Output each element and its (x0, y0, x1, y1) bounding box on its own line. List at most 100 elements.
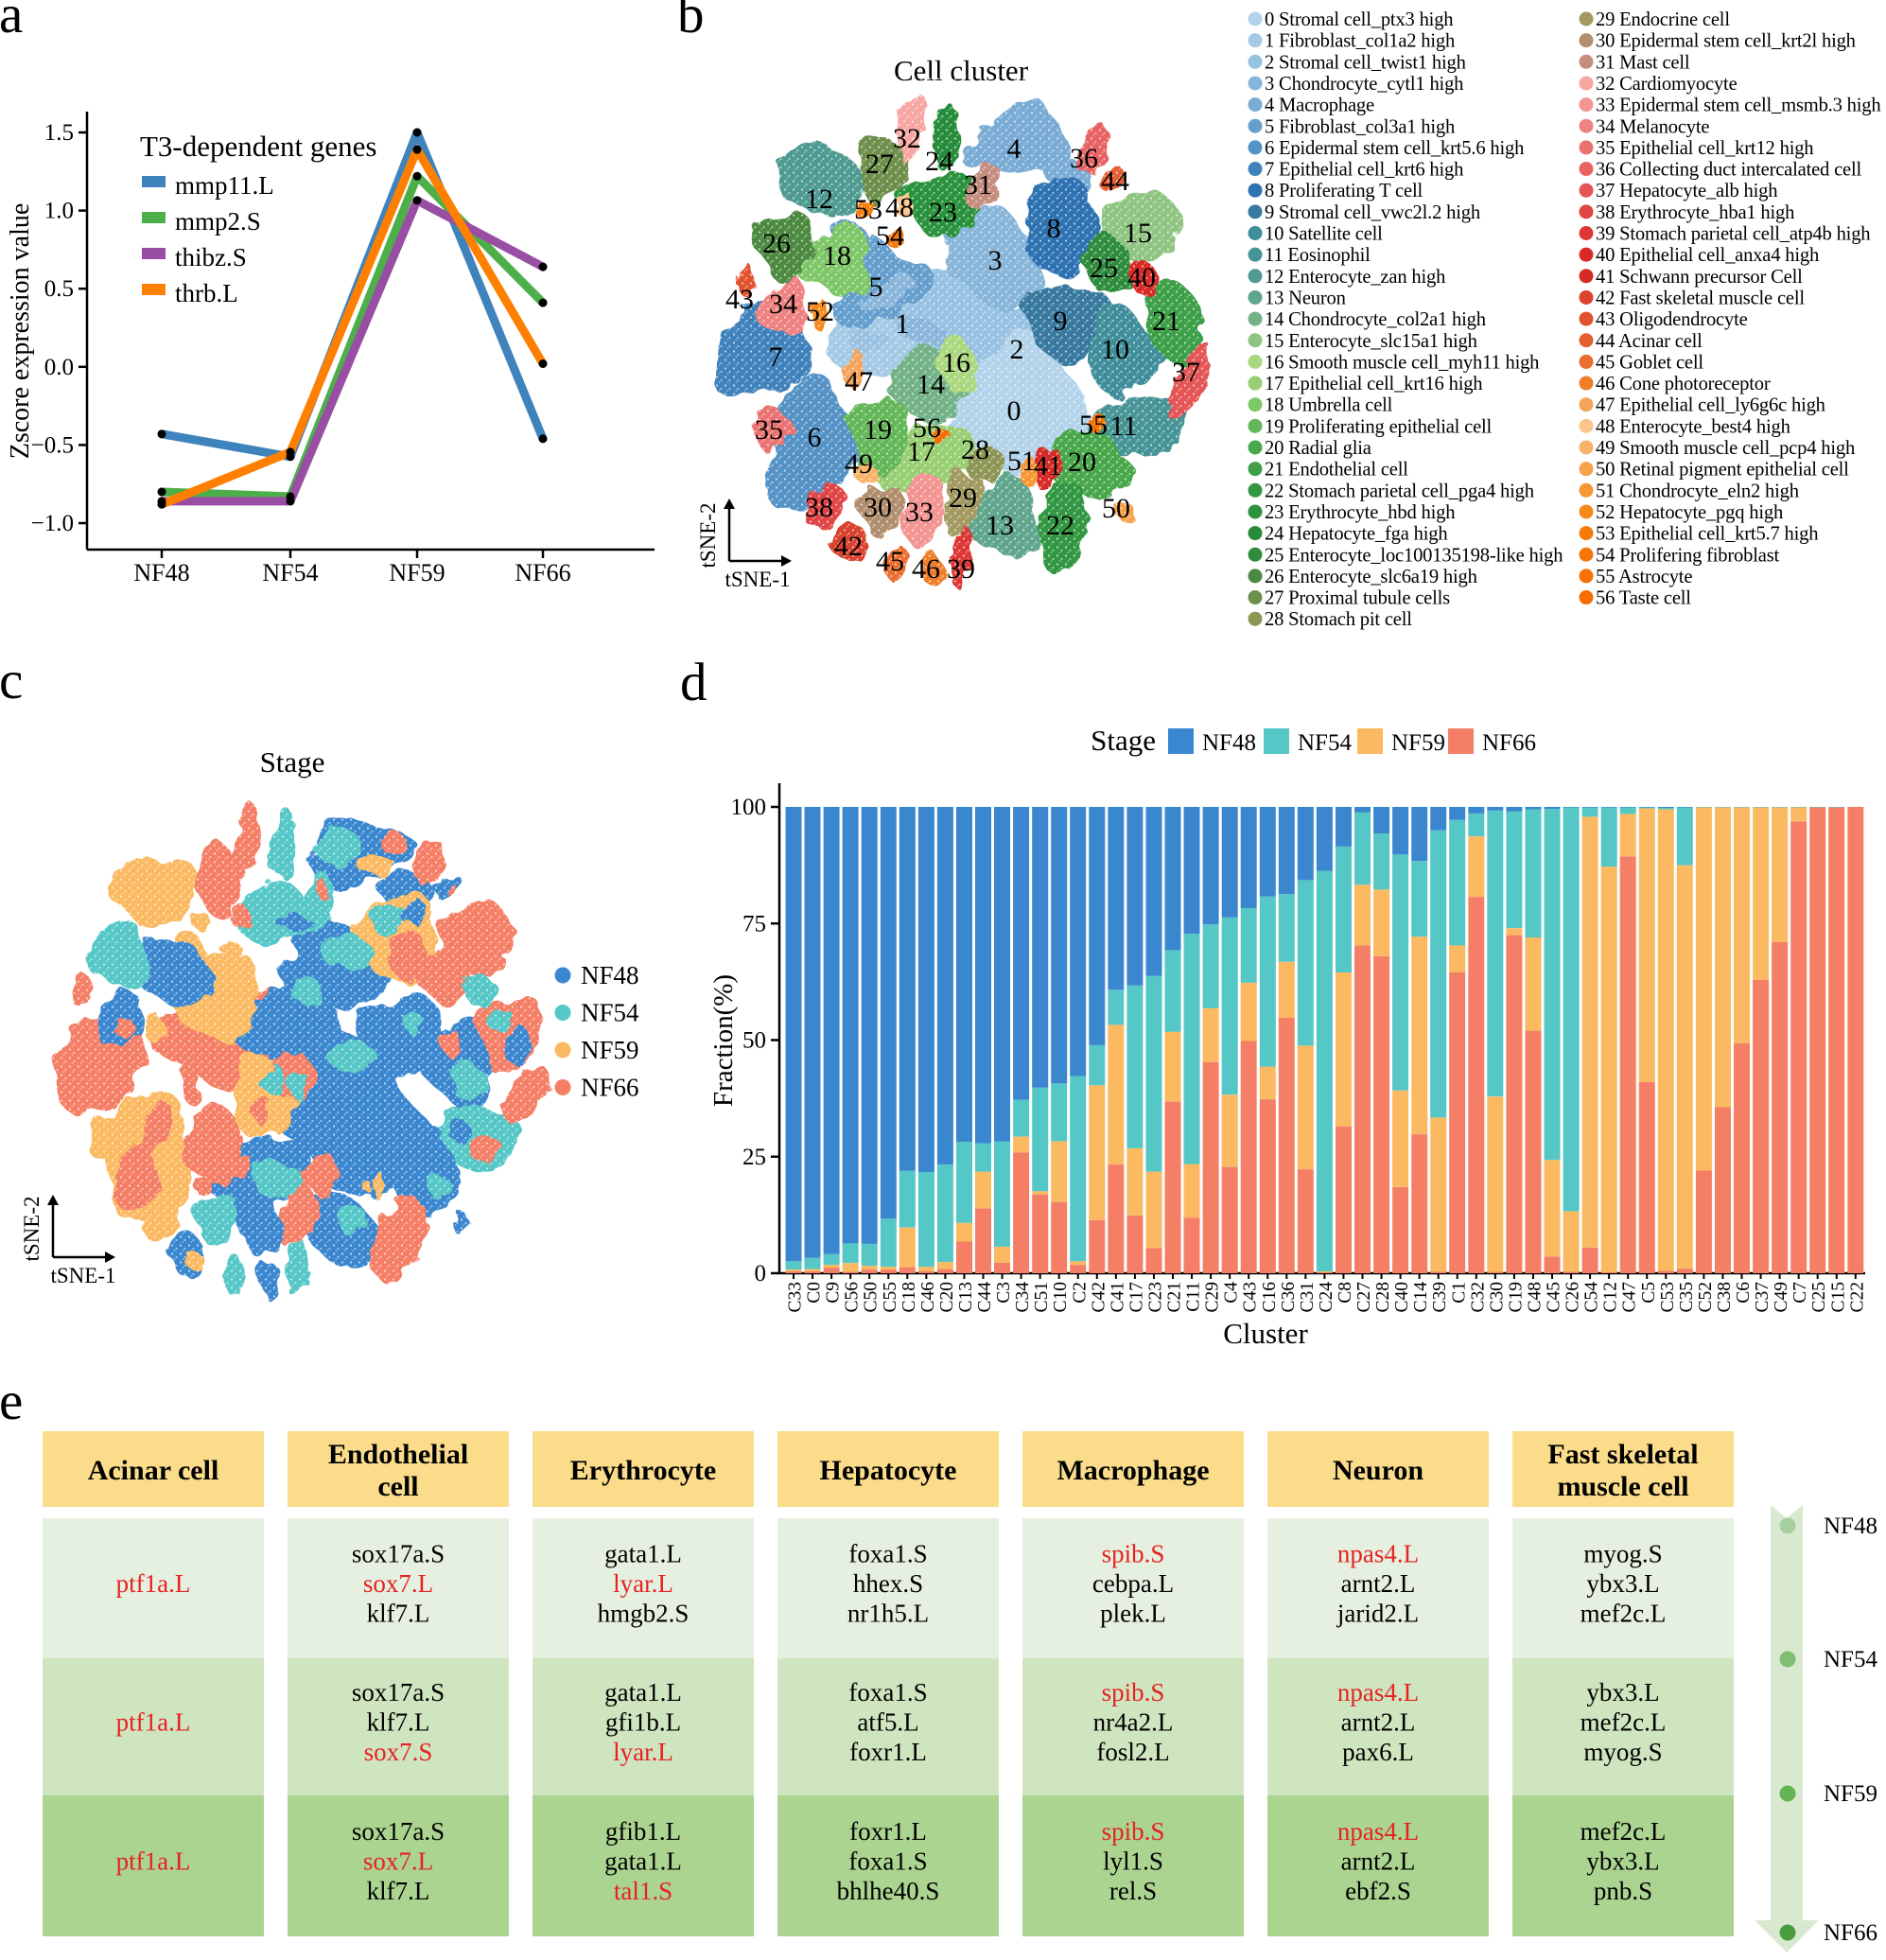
svg-text:NF59: NF59 (581, 1036, 639, 1064)
svg-text:hhex.S: hhex.S (853, 1569, 923, 1598)
svg-text:fosl2.L: fosl2.L (1096, 1738, 1169, 1766)
svg-text:36: 36 (1070, 143, 1098, 174)
svg-text:C6: C6 (1734, 1282, 1754, 1304)
svg-text:Erythrocyte: Erythrocyte (570, 1455, 716, 1486)
svg-text:rel.S: rel.S (1109, 1877, 1157, 1905)
svg-text:npas4.L: npas4.L (1337, 1817, 1419, 1846)
svg-text:foxr1.L: foxr1.L (849, 1738, 927, 1766)
svg-text:C2: C2 (1070, 1282, 1090, 1304)
svg-text:20 Radial glia: 20 Radial glia (1265, 438, 1371, 459)
svg-text:npas4.L: npas4.L (1337, 1540, 1419, 1568)
svg-text:Zscore expression value: Zscore expression value (6, 203, 35, 460)
svg-text:37: 37 (1172, 357, 1200, 388)
svg-text:mef2c.L: mef2c.L (1580, 1708, 1667, 1737)
svg-text:41 Schwann precursor Cell: 41 Schwann precursor Cell (1596, 267, 1803, 288)
svg-text:43 Oligodendrocyte: 43 Oligodendrocyte (1596, 309, 1748, 330)
svg-text:C40: C40 (1392, 1282, 1412, 1313)
svg-text:Stage: Stage (1091, 724, 1156, 757)
svg-text:hmgb2.S: hmgb2.S (598, 1600, 690, 1628)
svg-text:NF59: NF59 (1824, 1781, 1877, 1807)
svg-text:15 Enterocyte_slc15a1 high: 15 Enterocyte_slc15a1 high (1265, 331, 1478, 352)
svg-text:thrb.L: thrb.L (175, 279, 238, 307)
svg-text:11: 11 (1110, 411, 1138, 442)
svg-text:27: 27 (865, 149, 894, 180)
svg-text:C33: C33 (786, 1282, 806, 1313)
svg-text:28 Stomach pit cell: 28 Stomach pit cell (1265, 609, 1412, 630)
svg-text:42 Fast skeletal muscle cell: 42 Fast skeletal muscle cell (1596, 288, 1805, 308)
svg-text:gata1.L: gata1.L (604, 1678, 682, 1706)
svg-text:NF54: NF54 (581, 999, 639, 1027)
svg-text:0: 0 (755, 1261, 767, 1286)
svg-text:mef2c.L: mef2c.L (1580, 1817, 1667, 1846)
svg-text:C24: C24 (1317, 1282, 1336, 1313)
svg-text:tal1.S: tal1.S (614, 1877, 672, 1905)
svg-text:C44: C44 (975, 1282, 995, 1313)
svg-text:56: 56 (913, 412, 941, 444)
svg-text:C55: C55 (881, 1282, 900, 1313)
svg-text:2 Stromal cell_twist1 high: 2 Stromal cell_twist1 high (1265, 52, 1467, 73)
svg-text:38 Erythrocyte_hba1 high: 38 Erythrocyte_hba1 high (1596, 202, 1795, 223)
svg-text:nr4a2.L: nr4a2.L (1093, 1708, 1174, 1737)
svg-text:49: 49 (845, 448, 873, 480)
svg-text:33 Epidermal stem cell_msmb.3: 33 Epidermal stem cell_msmb.3 high (1596, 96, 1881, 116)
svg-text:32: 32 (893, 123, 921, 154)
svg-text:C21: C21 (1165, 1282, 1185, 1313)
svg-text:42: 42 (834, 531, 863, 562)
svg-text:13: 13 (986, 510, 1014, 541)
svg-text:−1.0: −1.0 (31, 511, 74, 536)
svg-text:NF48: NF48 (133, 559, 189, 586)
svg-text:75: 75 (742, 911, 766, 936)
svg-text:24 Hepatocyte_fga high: 24 Hepatocyte_fga high (1265, 524, 1448, 545)
svg-text:arnt2.L: arnt2.L (1341, 1847, 1416, 1876)
svg-text:8: 8 (1047, 213, 1061, 244)
svg-text:21 Endothelial cell: 21 Endothelial cell (1265, 460, 1408, 481)
svg-text:28: 28 (961, 434, 989, 465)
svg-text:Macrophage: Macrophage (1057, 1455, 1209, 1486)
svg-text:51 Chondrocyte_eln2 high: 51 Chondrocyte_eln2 high (1596, 481, 1800, 501)
svg-text:−0.5: −0.5 (31, 432, 74, 458)
svg-text:C37: C37 (1753, 1282, 1772, 1313)
svg-text:C50: C50 (862, 1282, 882, 1313)
svg-text:37 Hepatocyte_alb high: 37 Hepatocyte_alb high (1596, 181, 1778, 201)
svg-text:NF66: NF66 (581, 1074, 639, 1102)
svg-text:cebpa.L: cebpa.L (1092, 1569, 1174, 1598)
svg-text:14: 14 (917, 369, 945, 400)
svg-text:26 Enterocyte_slc6a19 high: 26 Enterocyte_slc6a19 high (1265, 567, 1478, 587)
svg-text:C7: C7 (1790, 1282, 1810, 1304)
svg-text:45 Goblet cell: 45 Goblet cell (1596, 352, 1703, 373)
svg-text:C35: C35 (1677, 1282, 1697, 1313)
svg-text:mmp2.S: mmp2.S (175, 207, 261, 236)
svg-text:C4: C4 (1222, 1282, 1242, 1304)
svg-text:tSNE-2: tSNE-2 (696, 503, 720, 569)
svg-text:nr1h5.L: nr1h5.L (847, 1600, 929, 1628)
svg-text:Endothelial: Endothelial (328, 1439, 468, 1470)
svg-text:C31: C31 (1298, 1282, 1318, 1313)
svg-text:foxa1.S: foxa1.S (848, 1847, 927, 1876)
svg-text:7: 7 (769, 341, 783, 373)
svg-text:ptf1a.L: ptf1a.L (116, 1708, 191, 1737)
svg-text:2: 2 (1010, 334, 1024, 365)
svg-text:lyar.L: lyar.L (613, 1738, 673, 1766)
svg-text:C3: C3 (994, 1282, 1014, 1304)
svg-text:NF66: NF66 (515, 559, 570, 586)
svg-text:10: 10 (1101, 334, 1129, 365)
svg-text:16 Smooth muscle cell_myh11 hi: 16 Smooth muscle cell_myh11 high (1265, 352, 1540, 373)
svg-text:44 Acinar cell: 44 Acinar cell (1596, 331, 1703, 352)
svg-text:C9: C9 (824, 1282, 844, 1304)
svg-text:25: 25 (742, 1145, 766, 1170)
svg-text:C28: C28 (1373, 1282, 1393, 1313)
svg-text:arnt2.L: arnt2.L (1341, 1569, 1416, 1598)
svg-text:C36: C36 (1279, 1282, 1299, 1313)
svg-text:16: 16 (942, 347, 970, 378)
svg-text:C25: C25 (1809, 1282, 1829, 1313)
svg-text:52 Hepatocyte_pgq high: 52 Hepatocyte_pgq high (1596, 502, 1784, 523)
svg-text:foxa1.S: foxa1.S (848, 1540, 927, 1568)
svg-text:54 Prolifering fibroblast: 54 Prolifering fibroblast (1596, 545, 1780, 566)
svg-text:b: b (677, 0, 705, 44)
svg-text:a: a (0, 0, 23, 44)
svg-text:7 Epithelial cell_krt6 high: 7 Epithelial cell_krt6 high (1265, 160, 1464, 181)
svg-text:5: 5 (869, 271, 883, 303)
svg-text:C39: C39 (1430, 1282, 1450, 1313)
svg-text:mmp11.L: mmp11.L (175, 171, 274, 200)
svg-text:myog.S: myog.S (1583, 1738, 1662, 1766)
